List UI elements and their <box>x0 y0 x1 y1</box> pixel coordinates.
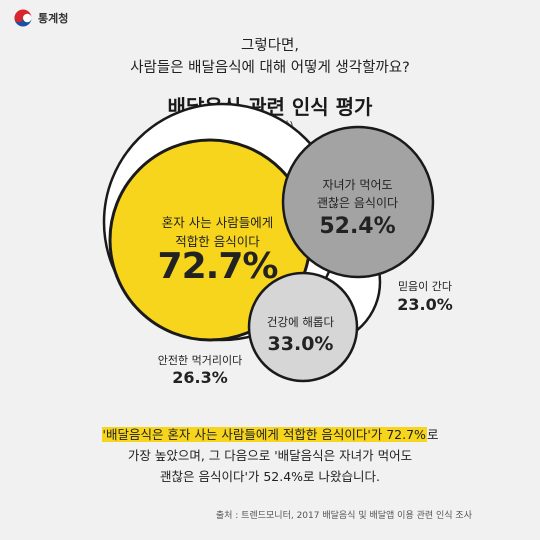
alone-label-line-1: 혼자 사는 사람들에게 <box>161 215 274 230</box>
kids-bubble <box>281 125 435 279</box>
trust-label: 믿음이 간다 <box>397 280 453 293</box>
summary-line-1: '배달음식은 혼자 사는 사람들에게 적합한 음식이다'가 72.7%로 <box>0 424 540 443</box>
health-bubble <box>247 271 359 383</box>
trust-value: 23.0% <box>397 295 453 314</box>
intro-line-1: 그렇다면, <box>241 38 299 54</box>
summary-line-1-suffix: 로 <box>426 427 439 442</box>
health-bubble-label: 건강에 해롭다 <box>266 315 335 329</box>
summary-line-2: 가장 높았으며, 그 다음으로 '배달음식은 자녀가 먹어도 <box>127 448 413 463</box>
kids-label-line-1: 자녀가 먹어도 <box>322 178 393 192</box>
org-logo: 통계청 <box>14 9 68 27</box>
intro-line-2: 사람들은 배달음식에 대해 어떻게 생각할까요? <box>130 60 410 76</box>
org-name: 통계청 <box>38 12 69 25</box>
health-bubble-value: 33.0% <box>267 333 334 355</box>
safe-value: 26.3% <box>172 368 228 387</box>
kids-bubble-value: 52.4% <box>319 214 396 239</box>
alone-label-line-2: 적합한 음식이다 <box>175 234 260 249</box>
source-note: 출처 : 트렌드모니터, 2017 배달음식 및 배달앱 이용 관련 인식 조사 <box>215 511 472 521</box>
alone-bubble-label: 혼자 사는 사람들에게 적합한 음식이다 <box>125 213 310 251</box>
safe-label: 안전한 먹거리이다 <box>157 354 243 367</box>
kids-label-line-2: 괜찮은 음식이다 <box>316 196 399 210</box>
taegeuk-logo-icon <box>14 9 32 27</box>
alone-bubble-value: 72.7% <box>157 246 279 287</box>
summary-line-3: 괜찮은 음식이다'가 52.4%로 나왔습니다. <box>159 469 381 484</box>
summary-highlight: '배달음식은 혼자 사는 사람들에게 적합한 음식이다'가 72.7% <box>101 427 427 442</box>
kids-bubble-label: 자녀가 먹어도 괜찮은 음식이다 <box>285 176 430 212</box>
